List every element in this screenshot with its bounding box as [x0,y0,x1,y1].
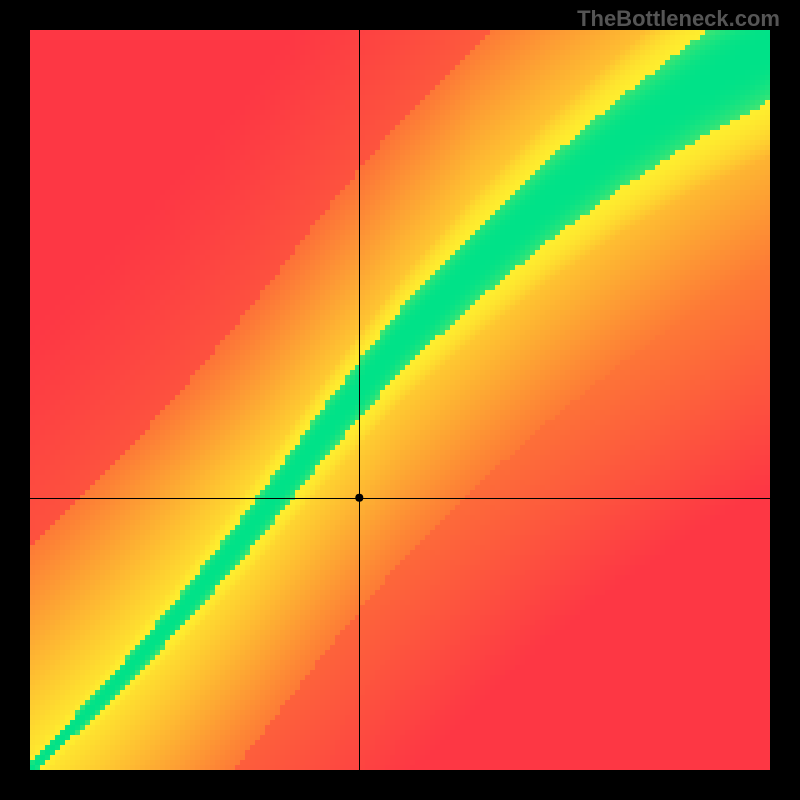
chart-container: TheBottleneck.com [0,0,800,800]
watermark-text: TheBottleneck.com [577,6,780,32]
crosshair-overlay [30,30,770,770]
